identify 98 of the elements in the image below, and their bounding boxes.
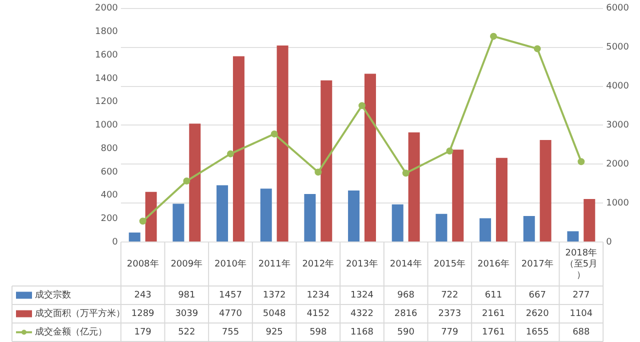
bar (364, 74, 376, 242)
data-label: 1761 (482, 328, 505, 338)
bar (540, 140, 552, 242)
bar (145, 192, 157, 242)
y2-tick-label: 1000 (606, 198, 630, 208)
legend-label: 成交金额（亿元） (35, 326, 107, 338)
data-label: 4770 (219, 309, 242, 320)
point (446, 148, 454, 155)
legend-label: 成交面积（万平方米） (35, 308, 125, 320)
data-label: 277 (572, 290, 590, 301)
bar (320, 80, 332, 242)
y-tick-label: 1800 (95, 27, 118, 38)
y-tick-label: 600 (100, 167, 118, 178)
data-label: 4322 (350, 309, 374, 320)
data-label: 598 (310, 328, 328, 338)
point (402, 170, 410, 177)
data-label: 3039 (175, 309, 198, 320)
x-tick-label: 2015年 (434, 258, 466, 270)
y-tick-label: 1000 (95, 120, 118, 131)
data-label: 2161 (482, 309, 505, 320)
y2-tick-label: 4000 (606, 82, 630, 92)
x-tick-label: 2013年 (346, 258, 378, 270)
bar (172, 204, 184, 242)
y2-tick-label: 2000 (606, 159, 630, 170)
x-tick-label: 2017年 (521, 258, 554, 270)
bar (260, 188, 272, 242)
data-label: 688 (572, 328, 590, 338)
x-tick-label: 2011年 (258, 258, 290, 270)
point (270, 130, 278, 138)
x-tick-label: 2010年 (214, 258, 246, 270)
bar (232, 56, 244, 242)
data-label: 4152 (306, 309, 330, 320)
point (490, 32, 498, 40)
point (578, 158, 585, 166)
data-label: 1104 (570, 309, 593, 320)
point (183, 178, 190, 185)
y2-tick-label: 6000 (606, 4, 630, 14)
y-tick-label: 400 (100, 190, 118, 201)
y-tick-label: 1600 (95, 50, 118, 60)
legend-label: 成交宗数 (35, 290, 71, 301)
x-tick-label: 2018年（至5月） (564, 247, 598, 280)
data-label: 1234 (306, 290, 330, 301)
y2-tick-label: 5000 (606, 42, 630, 53)
data-label: 1457 (219, 290, 242, 301)
data-label: 5048 (262, 309, 286, 320)
data-label: 981 (178, 290, 196, 301)
bar (392, 204, 404, 242)
bar (276, 45, 288, 242)
y-tick-label: 1200 (95, 97, 118, 108)
data-label: 2816 (394, 309, 418, 320)
data-label: 1168 (350, 328, 374, 338)
x-tick-label: 2014年 (390, 258, 422, 270)
bar (480, 218, 492, 242)
data-label: 722 (441, 290, 458, 301)
data-label: 755 (222, 328, 240, 338)
x-tick-label: 2012年 (302, 258, 334, 270)
y2-tick-label: 3000 (606, 120, 630, 131)
y-tick-label: 800 (100, 144, 118, 154)
x-tick-label: 2009年 (170, 258, 203, 270)
bar (523, 216, 535, 242)
point (358, 102, 366, 110)
data-label: 968 (397, 290, 415, 301)
bar (496, 158, 508, 242)
data-label: 179 (134, 328, 152, 338)
data-label: 1372 (262, 290, 286, 301)
bar (584, 199, 596, 242)
y2-tick-label: 0 (606, 237, 612, 248)
bar (348, 190, 360, 242)
data-label: 243 (134, 290, 152, 301)
bar (436, 214, 448, 242)
bar (304, 194, 316, 242)
bar (216, 185, 228, 242)
data-label: 2620 (526, 309, 550, 320)
data-label: 611 (484, 290, 502, 301)
data-label: 779 (441, 328, 459, 338)
point (226, 150, 234, 158)
y-tick-label: 1400 (95, 74, 118, 84)
data-label: 1655 (526, 328, 549, 338)
y-tick-label: 200 (100, 214, 118, 224)
x-tick-label: 2008年 (126, 258, 159, 270)
data-label: 1289 (131, 309, 155, 320)
y-tick-label: 0 (112, 237, 118, 248)
data-label: 925 (266, 328, 283, 338)
bar (408, 132, 420, 242)
data-label: 522 (178, 328, 196, 338)
data-label: 590 (397, 328, 415, 338)
x-tick-label: 2016年 (478, 258, 510, 270)
bar (189, 124, 201, 242)
y-tick-label: 2000 (95, 4, 118, 14)
point (534, 45, 541, 52)
point (314, 168, 322, 176)
bar (452, 150, 464, 242)
point (139, 218, 146, 225)
data-label: 1324 (350, 290, 374, 301)
bar (128, 232, 140, 242)
data-label: 667 (528, 290, 546, 301)
data-label: 2373 (438, 309, 462, 320)
bar (567, 231, 579, 242)
